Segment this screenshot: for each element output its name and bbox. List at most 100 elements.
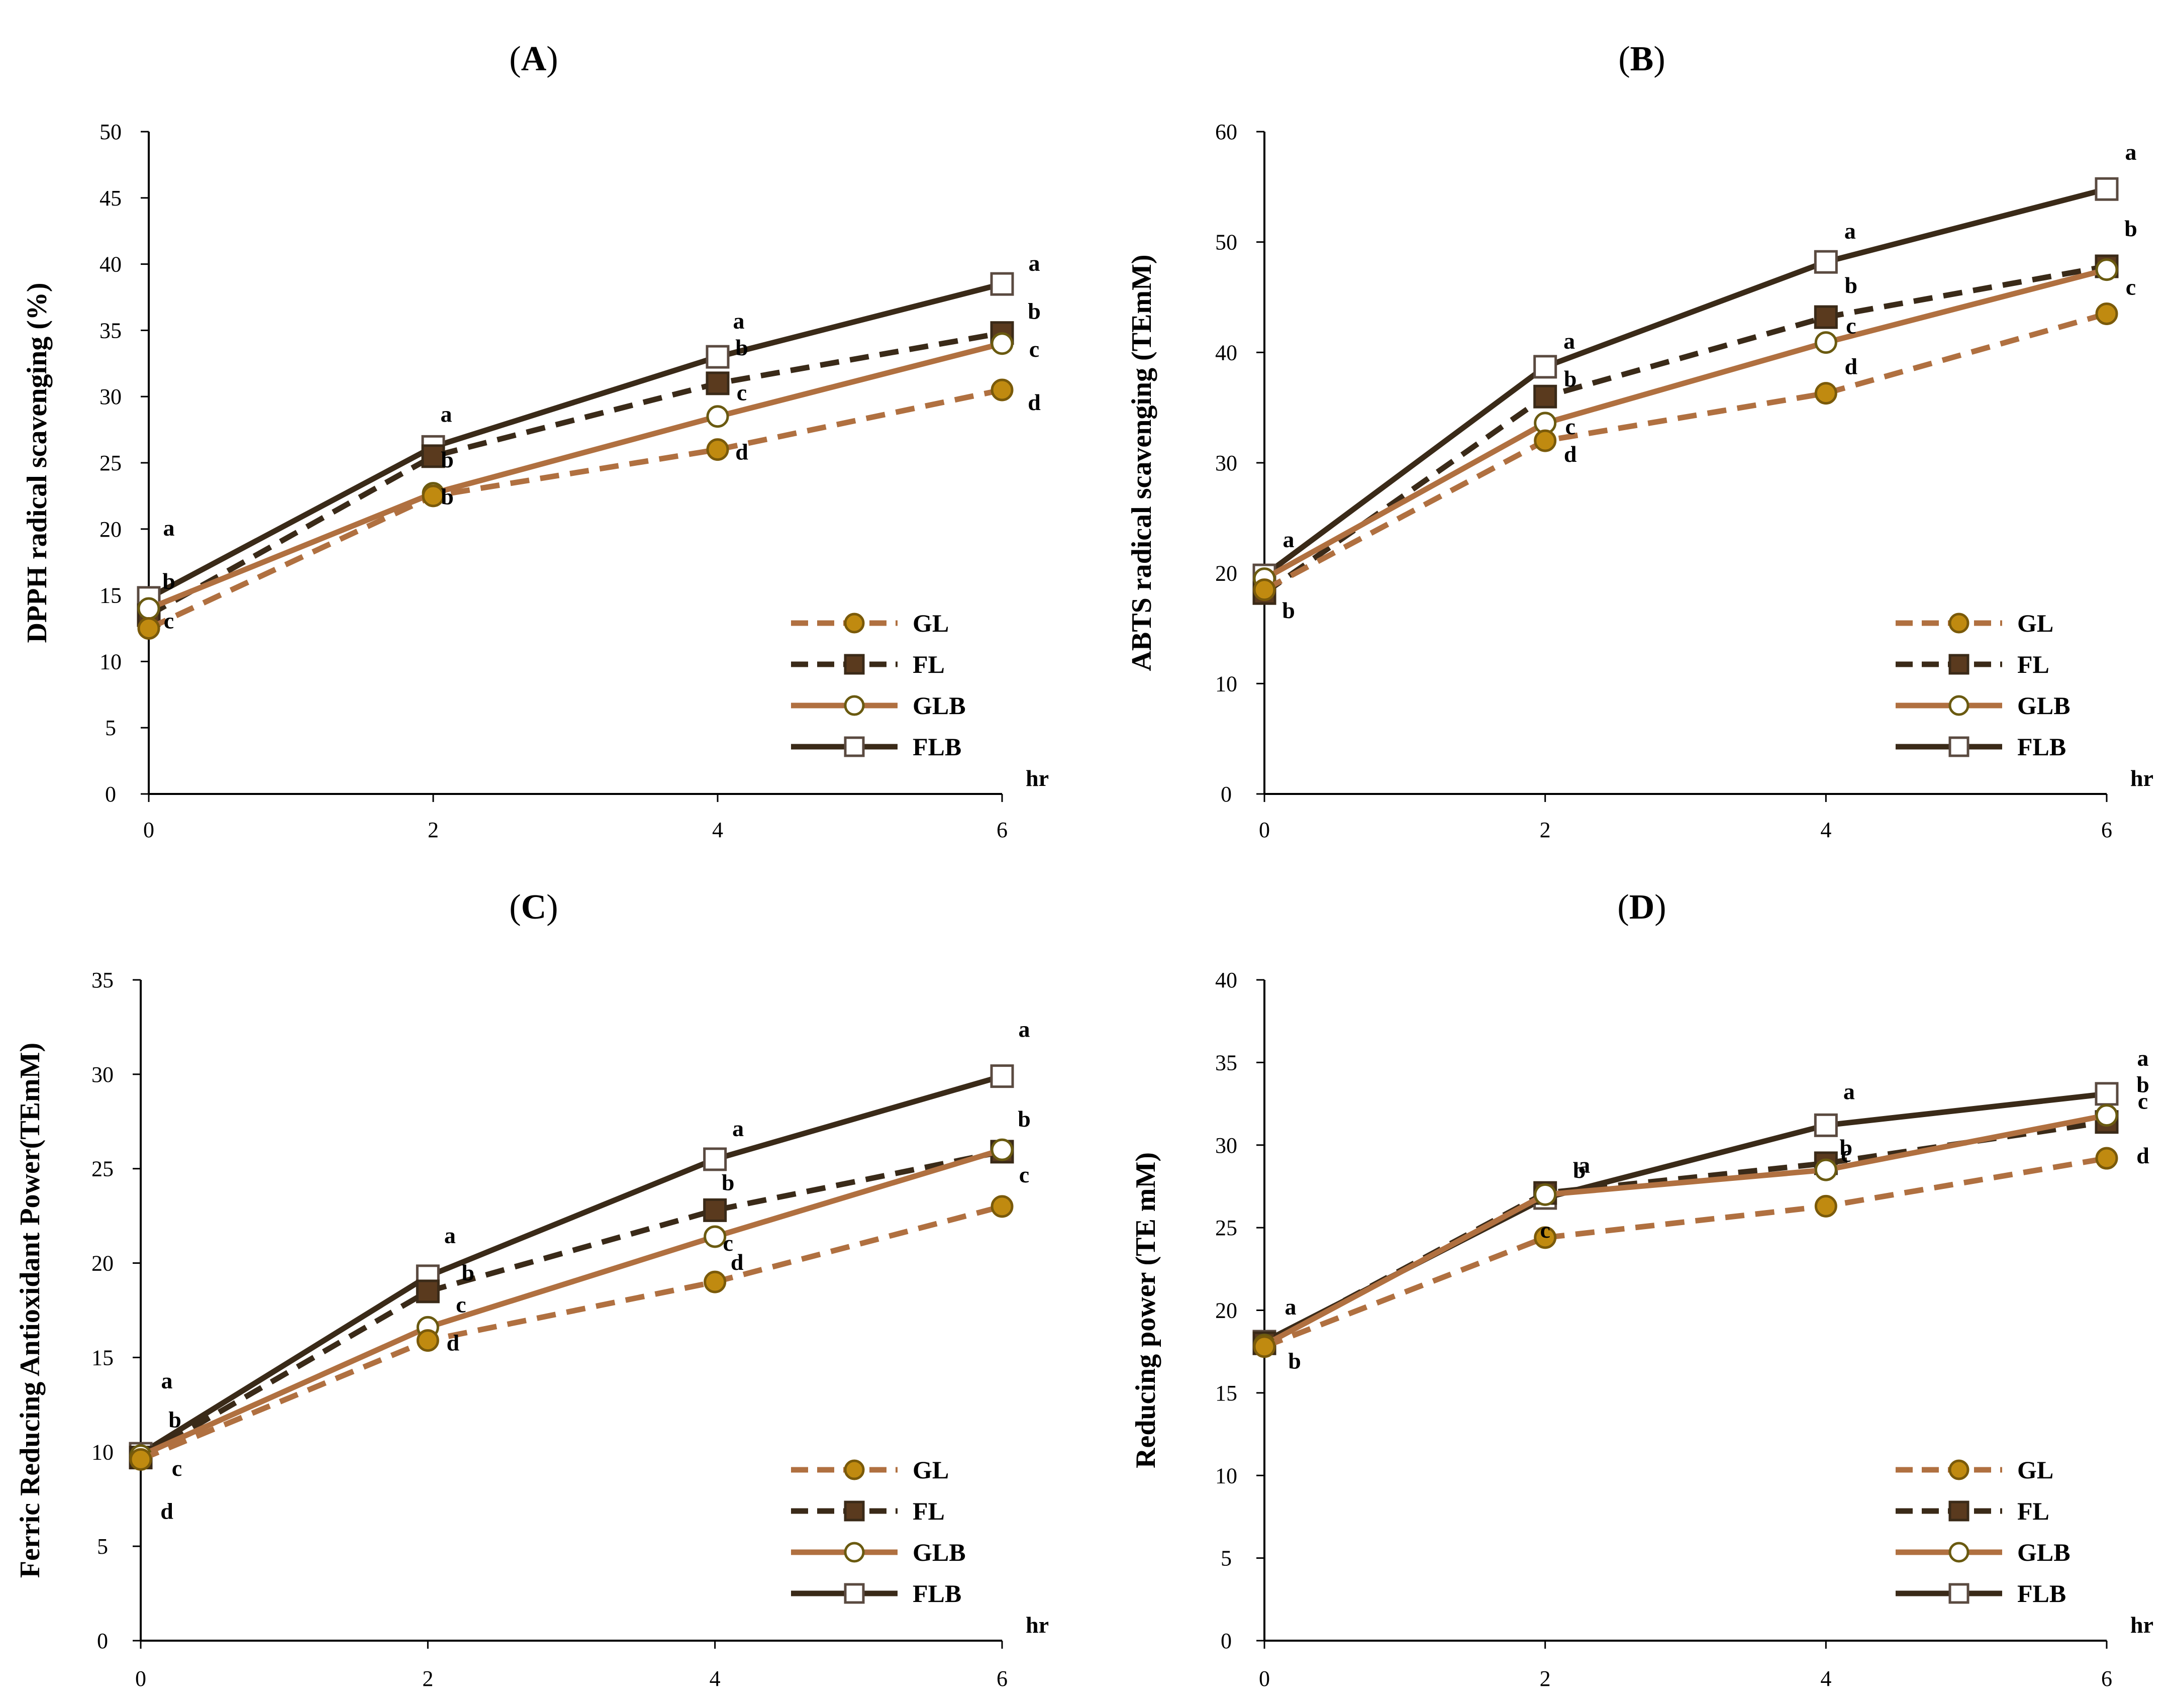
y-tick-label: 45 [100,186,122,211]
data-point [990,272,1014,296]
data-point [1533,355,1557,379]
significance-letter: b [1564,366,1577,391]
legend-marker [1948,613,1969,634]
data-point [706,438,729,461]
y-tick-label: 20 [100,517,122,542]
significance-letter: d [160,1498,173,1524]
series-line-flb [147,281,1003,600]
legend-label: FLB [2017,733,2066,761]
significance-letter: a [2137,1045,2149,1071]
legend: GL FL GLB FLB [1896,609,2071,761]
legend-item-fl: FL [1896,650,2049,678]
data-point [990,1064,1014,1088]
significance-letter: d [2136,1143,2149,1168]
y-tick-label: 10 [100,649,122,674]
legend-label: GLB [913,691,966,720]
y-tick-label: 0 [105,782,116,807]
panel-label: (A) [509,40,558,78]
significance-letter: b [1573,1157,1586,1183]
series-line-fl [147,330,1003,618]
legend-item-gl: GL [1896,1456,2053,1484]
series-gl [137,378,1014,640]
y-tick-label: 50 [1215,230,1237,255]
series-line-glb [147,341,1003,612]
y-axis-title: DPPH radical scavenging (%) [22,282,53,643]
y-tick-label: 15 [100,583,122,608]
legend-label: GL [913,609,949,637]
data-point [991,1195,1014,1218]
significance-letter: a [1283,527,1295,552]
x-tick-label: 2 [422,1666,433,1691]
legend-item-flb: FLB [1896,733,2066,761]
significance-letter: b [722,1169,735,1195]
significance-letter: b [462,1260,475,1285]
series-gl [129,1195,1014,1471]
legend-item-flb: FLB [1896,1579,2066,1607]
significance-letter: c [1565,414,1575,439]
data-point [1253,578,1276,601]
legend-label: GLB [2017,1538,2071,1566]
y-tick-label: 15 [1215,1381,1237,1405]
legend-marker [844,1583,865,1604]
series-line-gl [139,1203,1003,1462]
legend-marker [844,654,865,675]
legend-label: FL [2017,650,2049,678]
legend-marker [844,1542,865,1563]
series-line-fl [1262,263,2107,595]
series-line-glb [1263,267,2108,581]
y-tick-label: 25 [91,1157,114,1181]
significance-letter: a [1563,328,1575,354]
significance-letter: c [456,1291,466,1317]
data-point [2095,1082,2119,1106]
series-line-gl [147,387,1003,631]
legend-item-gl: GL [791,1456,949,1484]
x-axis-unit: hr [2130,765,2153,791]
y-tick-label: 5 [105,716,116,740]
series-flb [1252,1082,2119,1354]
series-line-fl [139,1149,1003,1460]
significance-letter: b [168,1407,181,1433]
y-axis-title: Reducing power (TE mM) [1130,1152,1161,1468]
chart-panel-a: (A) 0 5 10 15 20 25 30 35 40 45 50 0 2 4 6 hr DPPH radica… [22,40,1049,842]
y-tick-label: 20 [1215,1298,1237,1323]
y-axis-title: ABTS radical scavenging (TEmM) [1126,254,1157,671]
x-tick-label: 0 [1259,1666,1270,1691]
legend-item-glb: GLB [1896,1538,2071,1566]
data-point [129,1448,152,1471]
legend-marker [1948,1500,1969,1522]
significance-letter: b [162,568,175,594]
data-point [1814,331,1837,354]
significance-letter: c [1029,336,1039,362]
data-point [2095,1147,2118,1170]
series-line-glb [1263,1113,2108,1348]
x-tick-label: 6 [2101,1666,2112,1691]
data-point [991,1138,1014,1161]
data-point [2095,258,2118,281]
series-glb [1253,258,2118,590]
series-line-flb [1263,1091,2107,1344]
legend-marker [844,613,865,634]
y-tick-label: 25 [1215,1216,1237,1240]
data-point [1534,429,1557,452]
data-point [1814,1158,1837,1181]
legend: GL FL GLB FLB [1896,1456,2071,1607]
x-axis-unit: hr [1026,765,1049,791]
legend-label: FLB [2017,1579,2066,1607]
significance-letter: d [1564,441,1577,467]
data-point [706,371,730,395]
y-tick-label: 35 [100,318,122,343]
data-point [2095,302,2118,325]
x-tick-label: 0 [1259,818,1270,842]
data-point [1814,1194,1837,1218]
y-axis-title: Ferric Reducing Antioxidant Power(TEmM) [15,1043,46,1578]
significance-letter: d [1028,389,1041,415]
x-axis-unit: hr [1026,1612,1049,1638]
x-tick-label: 0 [135,1666,146,1691]
x-tick-label: 6 [997,818,1008,842]
significance-letter: b [1845,272,1858,298]
series-fl [1252,254,2119,605]
legend-item-fl: FL [1896,1497,2049,1525]
significance-letter: a [161,1368,173,1393]
data-point [2095,1104,2118,1127]
legend-item-flb: FLB [791,733,961,761]
